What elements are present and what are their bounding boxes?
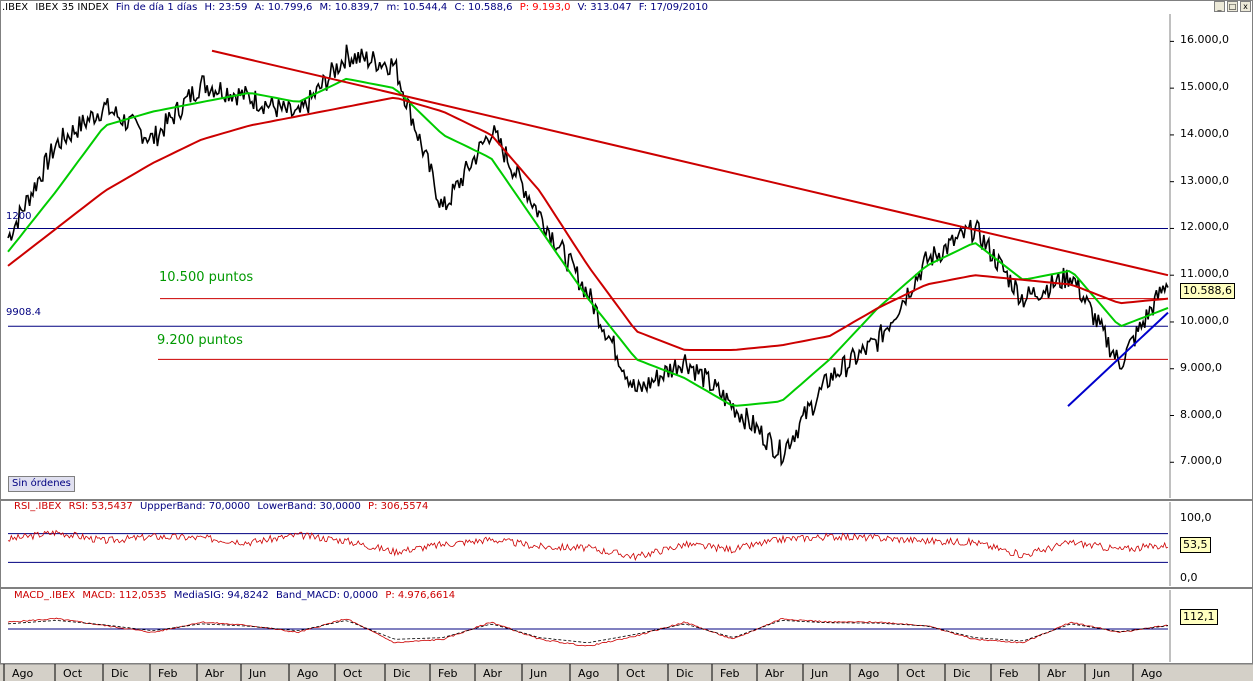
header-c: C: 10.588,6 (454, 2, 513, 13)
macd-signal: MediaSIG: 94,8242 (173, 590, 269, 601)
ma-fast-series (7, 77, 1169, 407)
macd-name: MACD_.IBEX (14, 590, 76, 601)
macd-band: Band_MACD: 0,0000 (275, 590, 379, 601)
price-tick-label: 16.000,0 (1180, 33, 1229, 47)
macd-pane (0, 588, 1253, 664)
x-tick-label: Oct (906, 667, 926, 680)
price-tick-label: 14.000,0 (1180, 126, 1229, 140)
annotation-10500: 10.500 puntos (159, 270, 254, 285)
x-tick-label: Ago (578, 667, 600, 680)
index-name: IBEX 35 INDEX (35, 2, 109, 13)
x-tick-label: Jun (530, 667, 548, 680)
x-tick-label: Abr (483, 667, 503, 680)
rsi-last-tag: 53,5 (1180, 537, 1211, 553)
macd-signal-series (7, 620, 1169, 644)
header-v: V: 313.047 (577, 2, 632, 13)
x-tick-label: Ago (12, 667, 34, 680)
rsi-pane (0, 500, 1253, 588)
window-controls: _ □ x (1214, 1, 1251, 12)
period: Fin de día 1 días (115, 2, 198, 13)
price-series (7, 44, 1169, 467)
macd-series (7, 617, 1169, 647)
rsi-tick-0: 0,0 (1180, 571, 1198, 584)
price-tick-label: 12.000,0 (1180, 220, 1229, 234)
x-tick-label: Abr (205, 667, 225, 680)
x-tick-label: Dic (111, 667, 129, 680)
macd-value: MACD: 112,0535 (82, 590, 167, 601)
x-tick-label: Ago (297, 667, 319, 680)
rsi-header: RSI_.IBEX RSI: 53,5437 UppperBand: 70,00… (14, 500, 1014, 514)
x-tick-label: Jun (1093, 667, 1111, 680)
trendline-up (1067, 311, 1169, 407)
left-label-12000: 1200 (6, 211, 32, 222)
price-tick-label: 9.000,0 (1180, 360, 1222, 374)
annotation-9200: 9.200 puntos (157, 333, 243, 348)
close-button[interactable]: x (1240, 1, 1251, 12)
macd-last-tag: 112,1 (1180, 609, 1218, 625)
price-last-tag: 10.588,6 (1180, 283, 1235, 299)
price-tick-label: 10.000,0 (1180, 313, 1229, 327)
rsi-lower: LowerBand: 30,0000 (257, 501, 361, 512)
macd-p: P: 4.976,6614 (385, 590, 456, 601)
rsi-name: RSI_.IBEX (14, 501, 62, 512)
header-h: H: 23:59 (204, 2, 248, 13)
rsi-series (7, 529, 1169, 562)
maximize-button[interactable]: □ (1227, 1, 1238, 12)
x-tick-label: Ago (1141, 667, 1163, 680)
price-tick-label: 7.000,0 (1180, 454, 1222, 468)
header-p: P: 9.193,0 (519, 2, 571, 13)
minimize-button[interactable]: _ (1214, 1, 1225, 12)
x-tick-label: Dic (676, 667, 694, 680)
price-tick-label: 8.000,0 (1180, 407, 1222, 421)
x-tick-label: Abr (1047, 667, 1067, 680)
price-header: .IBEX IBEX 35 INDEX Fin de día 1 días H:… (2, 1, 1202, 15)
x-tick-label: Oct (626, 667, 646, 680)
rsi-value: RSI: 53,5437 (68, 501, 133, 512)
rsi-p: P: 306,5574 (368, 501, 429, 512)
x-tick-label: Oct (343, 667, 363, 680)
macd-header: MACD_.IBEX MACD: 112,0535 MediaSIG: 94,8… (14, 589, 1014, 603)
x-tick-label: Feb (720, 667, 740, 680)
x-tick-label: Oct (63, 667, 83, 680)
x-tick-label: Jun (249, 667, 267, 680)
x-tick-label: Feb (999, 667, 1019, 680)
header-min: m: 10.544,4 (386, 2, 448, 13)
left-label-9908: 9908.4 (6, 307, 41, 318)
price-tick-label: 11.000,0 (1180, 267, 1229, 281)
x-tick-label: Jun (811, 667, 829, 680)
header-f: F: 17/09/2010 (638, 2, 708, 13)
x-tick-label: Abr (765, 667, 785, 680)
price-pane (0, 0, 1253, 500)
x-tick-label: Feb (438, 667, 458, 680)
header-a: A: 10.799,6 (254, 2, 313, 13)
header-m: M: 10.839,7 (319, 2, 380, 13)
x-tick-label: Feb (158, 667, 178, 680)
x-tick-label: Dic (393, 667, 411, 680)
price-tick-label: 13.000,0 (1180, 173, 1229, 187)
price-tick-label: 15.000,0 (1180, 80, 1229, 94)
trendline-down (211, 49, 1169, 277)
x-tick-label: Ago (858, 667, 880, 680)
rsi-tick-100: 100,0 (1180, 511, 1212, 524)
x-tick-label: Dic (953, 667, 971, 680)
ma-slow-series (7, 96, 1169, 351)
symbol: .IBEX (2, 2, 29, 13)
sin-ordenes-button[interactable]: Sin órdenes (8, 476, 75, 492)
rsi-upper: UppperBand: 70,0000 (139, 501, 251, 512)
